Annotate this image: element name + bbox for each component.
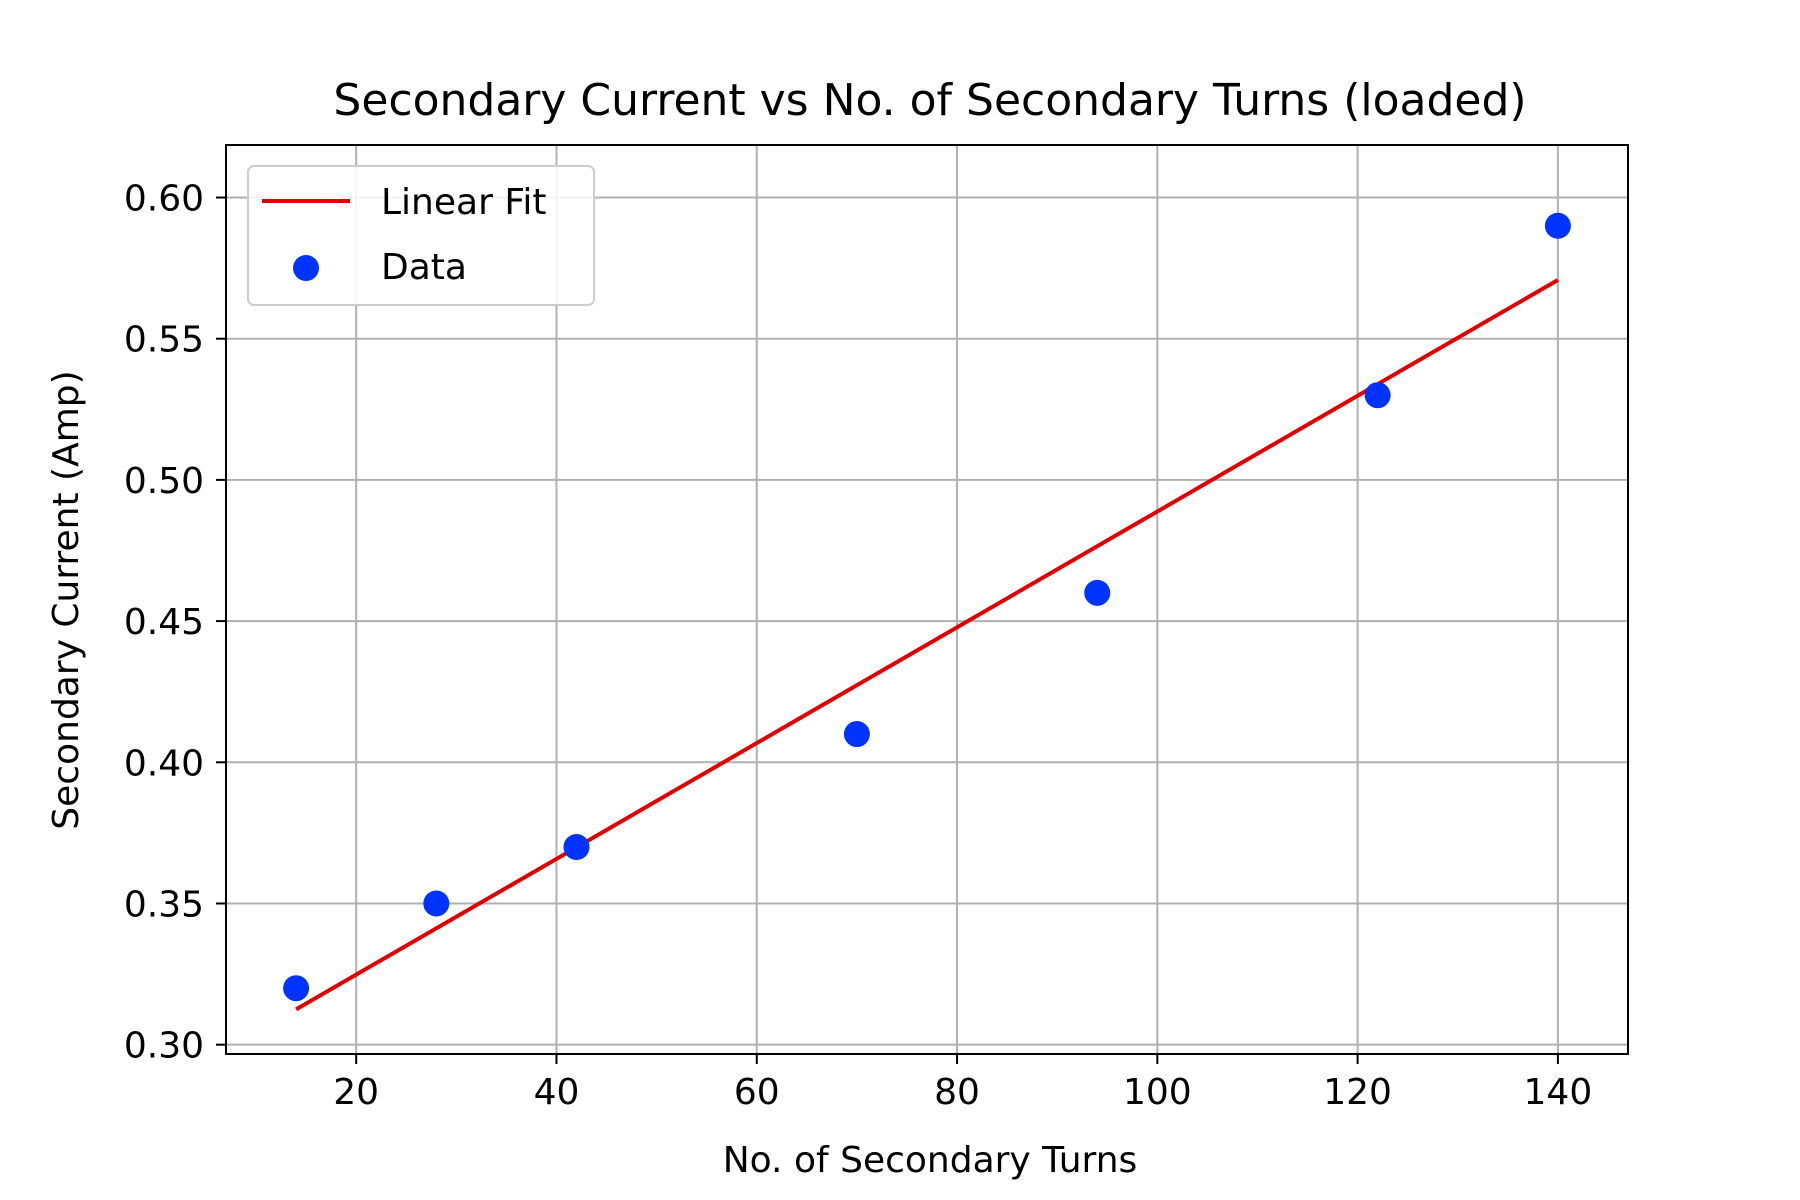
x-tick-label: 80 — [934, 1072, 980, 1113]
data-point — [423, 890, 450, 917]
legend-label-data: Data — [381, 247, 467, 288]
y-tick-label: 0.30 — [124, 1026, 204, 1067]
data-point — [843, 721, 870, 748]
legend: Linear Fit Data — [247, 165, 595, 306]
data-point — [563, 834, 590, 861]
grid — [226, 145, 1628, 1054]
legend-label-linear-fit: Linear Fit — [381, 182, 547, 223]
data-point — [1084, 579, 1111, 606]
legend-dot-swatch — [293, 255, 319, 281]
x-tick-label: 20 — [333, 1072, 379, 1113]
y-tick-label: 0.50 — [124, 461, 204, 502]
y-tick-label: 0.40 — [124, 743, 204, 784]
chart-title: Secondary Current vs No. of Secondary Tu… — [333, 75, 1526, 126]
y-tick-label: 0.35 — [124, 884, 204, 925]
y-tick-label: 0.55 — [124, 320, 204, 361]
data-point — [1364, 382, 1391, 409]
x-tick-label: 100 — [1123, 1072, 1192, 1113]
y-tick-label: 0.60 — [124, 179, 204, 220]
x-tick-label: 40 — [534, 1072, 580, 1113]
y-tick-label: 0.45 — [124, 602, 204, 643]
series-layer — [283, 212, 1571, 1012]
y-axis-label: Secondary Current (Amp) — [46, 370, 87, 829]
linear-fit-line — [295, 278, 1559, 1012]
x-axis-label: No. of Secondary Turns — [723, 1140, 1138, 1181]
x-tick-label: 120 — [1323, 1072, 1392, 1113]
data-point — [1544, 212, 1571, 239]
x-tick-label: 60 — [734, 1072, 780, 1113]
ticks: 20 40 60 80 100 120 140 0.30 0.35 0.40 0.45 0.50 0.5… — [124, 179, 1592, 1113]
data-point — [283, 975, 310, 1002]
x-tick-label: 140 — [1524, 1072, 1593, 1113]
plot-frame — [225, 144, 1629, 1055]
